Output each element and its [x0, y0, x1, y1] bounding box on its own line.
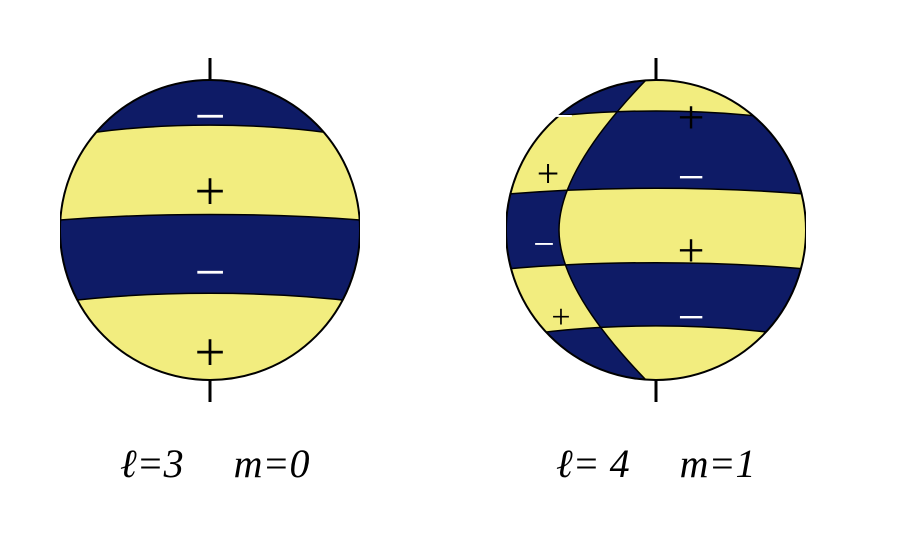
sign-neg: −: [194, 86, 225, 147]
sign-pos: +: [677, 91, 704, 144]
sign-neg: −: [677, 151, 704, 204]
m-label: m=0: [234, 441, 310, 486]
l-label: ℓ=3: [120, 441, 184, 486]
diagram-stage: − + − + ℓ=3 m=0: [0, 0, 916, 539]
l-label: ℓ= 4: [556, 441, 630, 486]
sign-neg: −: [533, 224, 554, 266]
sign-pos: +: [677, 224, 704, 277]
sphere-left-label: ℓ=3 m=0: [120, 440, 310, 487]
sphere-left-wrap: − + − +: [60, 58, 360, 402]
sign-pos: +: [194, 161, 225, 222]
sign-pos: +: [551, 299, 570, 336]
sphere-right: − + − + + − + −: [506, 58, 806, 402]
sign-neg: −: [194, 242, 225, 303]
m-label: m=1: [680, 441, 756, 486]
sphere-left: − + − +: [60, 58, 360, 402]
sign-neg: −: [552, 96, 573, 138]
sign-neg: −: [677, 291, 704, 344]
sphere-right-label: ℓ= 4 m=1: [556, 440, 756, 487]
sphere-right-wrap: − + − + + − + −: [506, 58, 806, 402]
sign-pos: +: [194, 322, 225, 383]
sign-pos: +: [537, 151, 560, 196]
